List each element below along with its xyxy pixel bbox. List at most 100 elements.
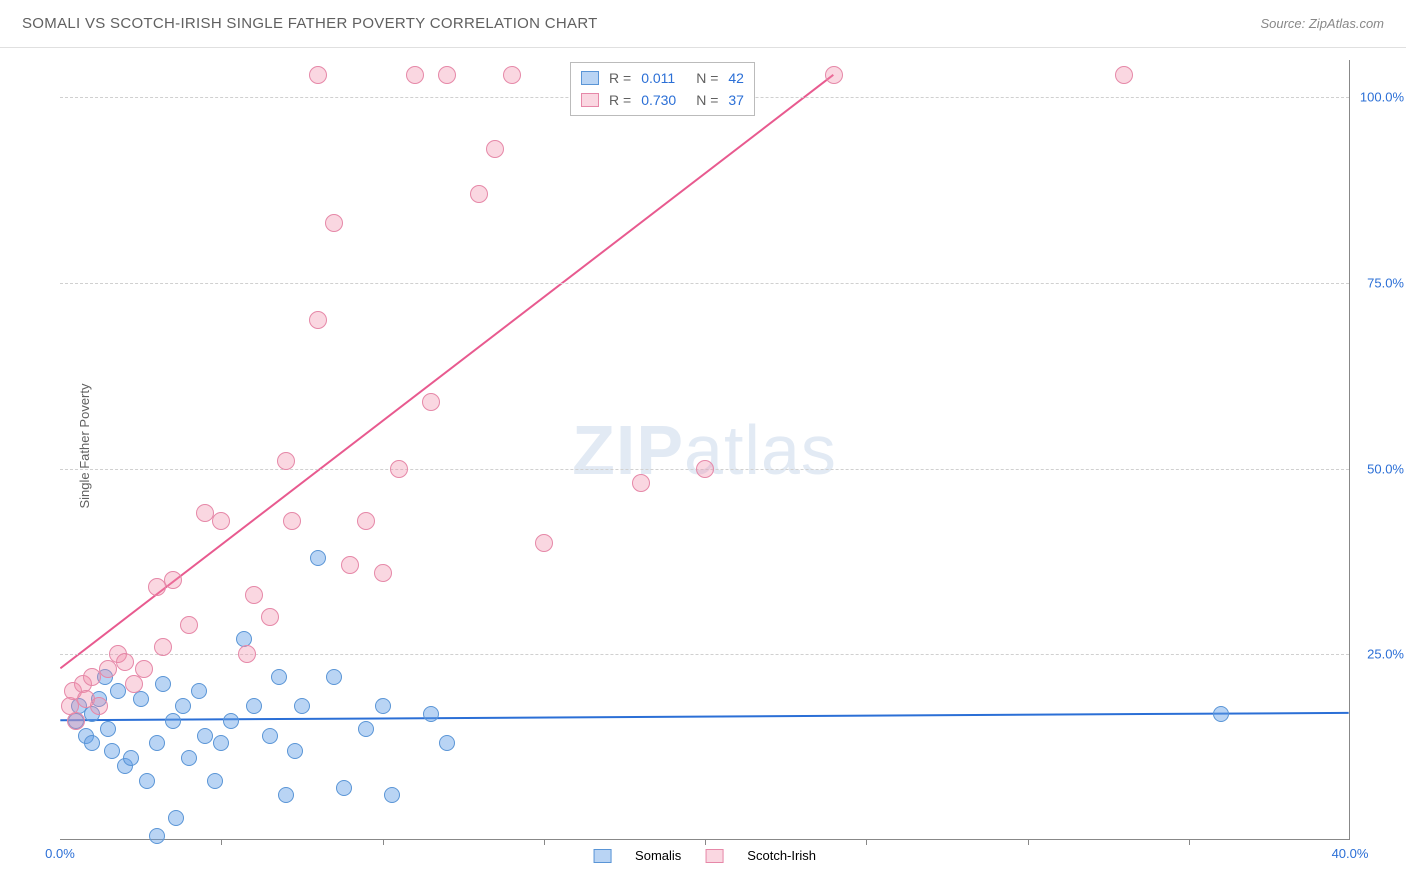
legend-label-scotch-irish: Scotch-Irish	[747, 848, 816, 863]
point-scotch-irish	[61, 697, 79, 715]
point-somalis	[358, 721, 374, 737]
point-scotch-irish	[1115, 66, 1133, 84]
point-scotch-irish	[438, 66, 456, 84]
scatter-plot-area: ZIPatlas R = 0.011 N = 42 R = 0.730 N = …	[60, 60, 1350, 840]
gridline	[60, 469, 1349, 470]
point-scotch-irish	[406, 66, 424, 84]
point-scotch-irish	[154, 638, 172, 656]
watermark-atlas: atlas	[684, 411, 837, 489]
point-somalis	[271, 669, 287, 685]
point-somalis	[84, 735, 100, 751]
point-somalis	[149, 735, 165, 751]
point-scotch-irish	[67, 712, 85, 730]
point-scotch-irish	[99, 660, 117, 678]
point-scotch-irish	[503, 66, 521, 84]
point-scotch-irish	[116, 653, 134, 671]
point-somalis	[100, 721, 116, 737]
point-scotch-irish	[148, 578, 166, 596]
point-somalis	[246, 698, 262, 714]
point-scotch-irish	[245, 586, 263, 604]
point-somalis	[213, 735, 229, 751]
r-label-1: R =	[609, 67, 631, 89]
point-scotch-irish	[196, 504, 214, 522]
legend-row-pink: R = 0.730 N = 37	[581, 89, 744, 111]
x-tick-minor	[1028, 839, 1029, 845]
point-scotch-irish	[261, 608, 279, 626]
r-value-1: 0.011	[641, 67, 686, 89]
point-scotch-irish	[212, 512, 230, 530]
point-scotch-irish	[825, 66, 843, 84]
point-somalis	[110, 683, 126, 699]
point-scotch-irish	[277, 452, 295, 470]
point-somalis	[123, 750, 139, 766]
point-somalis	[191, 683, 207, 699]
point-somalis	[375, 698, 391, 714]
point-scotch-irish	[83, 668, 101, 686]
point-somalis	[149, 828, 165, 844]
x-tick-minor	[866, 839, 867, 845]
point-somalis	[91, 691, 107, 707]
point-scotch-irish	[632, 474, 650, 492]
point-somalis	[336, 780, 352, 796]
series-legend: Somalis Scotch-Irish	[593, 848, 816, 863]
point-scotch-irish	[125, 675, 143, 693]
point-somalis	[262, 728, 278, 744]
point-somalis	[71, 698, 87, 714]
legend-swatch-somalis	[593, 849, 611, 863]
point-scotch-irish	[422, 393, 440, 411]
point-somalis	[278, 787, 294, 803]
n-label-1: N =	[696, 67, 718, 89]
n-value-1: 42	[728, 67, 744, 89]
point-somalis	[68, 713, 84, 729]
x-tick-minor	[544, 839, 545, 845]
point-somalis	[287, 743, 303, 759]
chart-header: SOMALI VS SCOTCH-IRISH SINGLE FATHER POV…	[0, 0, 1406, 48]
x-tick-label: 40.0%	[1332, 846, 1369, 861]
watermark: ZIPatlas	[572, 410, 837, 490]
n-value-2: 37	[728, 89, 744, 111]
point-scotch-irish	[470, 185, 488, 203]
point-somalis	[181, 750, 197, 766]
source-label: Source: ZipAtlas.com	[1260, 16, 1384, 31]
x-tick-label: 0.0%	[45, 846, 75, 861]
watermark-zip: ZIP	[572, 411, 684, 489]
point-scotch-irish	[283, 512, 301, 530]
legend-row-blue: R = 0.011 N = 42	[581, 67, 744, 89]
point-scotch-irish	[535, 534, 553, 552]
point-somalis	[439, 735, 455, 751]
y-tick-label: 50.0%	[1367, 461, 1404, 476]
point-scotch-irish	[77, 690, 95, 708]
point-somalis	[84, 706, 100, 722]
point-somalis	[197, 728, 213, 744]
point-somalis	[294, 698, 310, 714]
point-somalis	[165, 713, 181, 729]
y-tick-label: 100.0%	[1360, 90, 1404, 105]
n-label-2: N =	[696, 89, 718, 111]
x-tick-minor	[383, 839, 384, 845]
correlation-legend: R = 0.011 N = 42 R = 0.730 N = 37	[570, 62, 755, 116]
point-scotch-irish	[74, 675, 92, 693]
point-somalis	[236, 631, 252, 647]
point-somalis	[1213, 706, 1229, 722]
swatch-blue	[581, 71, 599, 85]
chart-title: SOMALI VS SCOTCH-IRISH SINGLE FATHER POV…	[22, 15, 598, 32]
legend-label-somalis: Somalis	[635, 848, 681, 863]
point-scotch-irish	[309, 311, 327, 329]
point-scotch-irish	[341, 556, 359, 574]
legend-swatch-scotch-irish	[705, 849, 723, 863]
point-scotch-irish	[90, 697, 108, 715]
point-scotch-irish	[486, 140, 504, 158]
point-somalis	[168, 810, 184, 826]
point-scotch-irish	[309, 66, 327, 84]
point-somalis	[139, 773, 155, 789]
gridline	[60, 283, 1349, 284]
point-scotch-irish	[357, 512, 375, 530]
point-somalis	[97, 669, 113, 685]
point-scotch-irish	[325, 214, 343, 232]
r-label-2: R =	[609, 89, 631, 111]
y-tick-label: 75.0%	[1367, 275, 1404, 290]
point-scotch-irish	[135, 660, 153, 678]
point-somalis	[155, 676, 171, 692]
point-somalis	[133, 691, 149, 707]
point-scotch-irish	[64, 682, 82, 700]
